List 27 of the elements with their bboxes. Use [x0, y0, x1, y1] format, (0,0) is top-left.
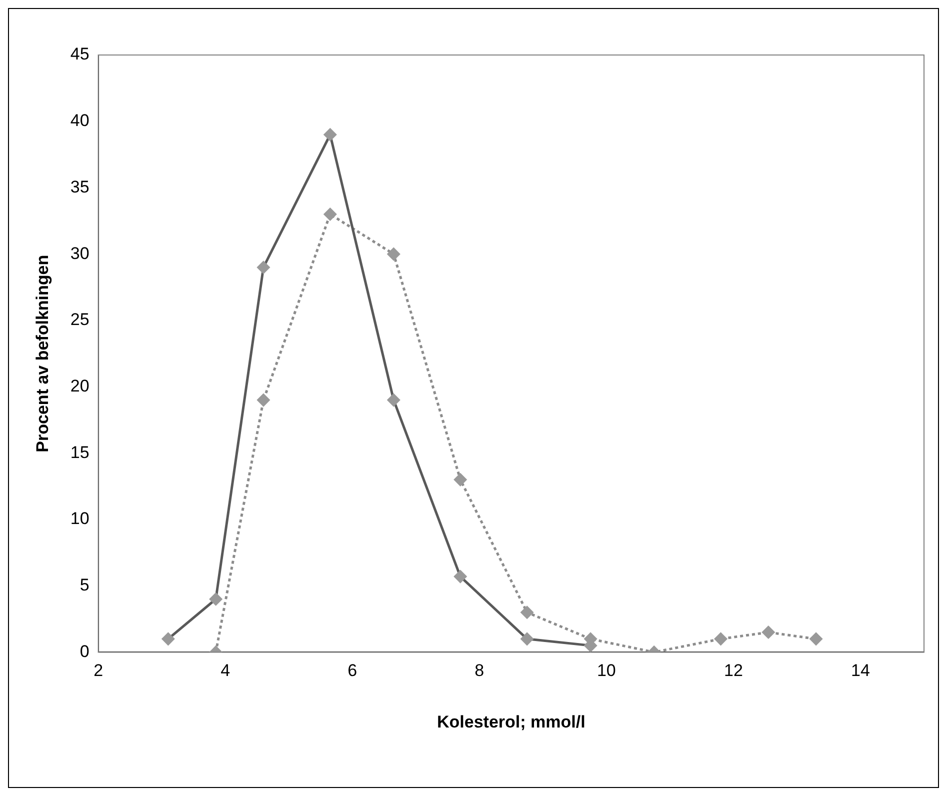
y-tick-label: 5 [80, 576, 90, 595]
point [762, 626, 775, 639]
x-tick-label: 2 [94, 661, 104, 680]
point [810, 632, 822, 646]
point [714, 632, 728, 646]
point [324, 208, 336, 221]
y-axis-title: Procent av befolkningen [32, 254, 52, 452]
x-tick-label: 10 [596, 661, 616, 680]
point [520, 606, 534, 619]
x-tick-label: 14 [851, 661, 870, 680]
x-tick-label: 8 [474, 661, 484, 680]
y-tick-label: 40 [70, 111, 90, 130]
point [257, 394, 270, 406]
y-tick-label: 45 [70, 44, 90, 64]
x-tick-label: 6 [348, 661, 358, 680]
y-tick-label: 35 [70, 177, 90, 196]
x-tick-label: 4 [220, 661, 230, 680]
y-tick-label: 0 [80, 642, 90, 661]
y-tick-label: 20 [70, 376, 90, 396]
y-tick-label: 30 [70, 244, 90, 263]
y-tick-label: 15 [70, 442, 90, 462]
point [387, 248, 400, 260]
x-tick-label: 12 [724, 661, 743, 680]
y-tick-label: 25 [70, 310, 90, 330]
y-tick-label: 10 [70, 509, 90, 528]
x-axis-title: Kolesterol; mmol/l [437, 712, 586, 732]
point [454, 473, 467, 486]
